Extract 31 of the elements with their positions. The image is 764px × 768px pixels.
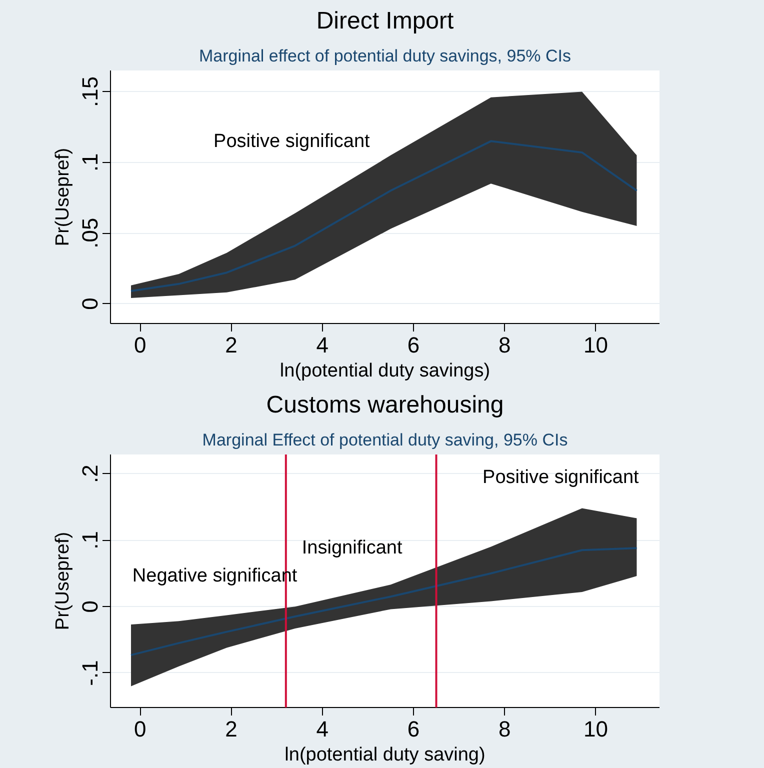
x-axis-title: ln(potential duty saving) bbox=[284, 744, 486, 766]
x-axis-title: ln(potential duty savings) bbox=[280, 360, 490, 382]
x-tick-label: 4 bbox=[316, 716, 328, 742]
y-tick-label: .1 bbox=[78, 530, 102, 550]
chart-subtitle: Marginal Effect of potential duty saving, 95% CIs bbox=[202, 430, 568, 450]
y-tick-label: 0 bbox=[78, 600, 102, 613]
y-tick-label: -.1 bbox=[78, 660, 102, 686]
x-tick-label: 10 bbox=[583, 716, 608, 742]
y-tick-label: 0 bbox=[78, 298, 102, 310]
x-tick-label: 8 bbox=[498, 332, 511, 358]
annotation: Positive significant bbox=[214, 130, 371, 152]
x-tick-label: 4 bbox=[316, 332, 328, 358]
y-tick-label: .1 bbox=[78, 153, 102, 172]
x-tick-label: 6 bbox=[407, 332, 420, 358]
y-tick-label: .2 bbox=[78, 464, 102, 483]
x-tick-label: 10 bbox=[583, 332, 608, 358]
annotation: Insignificant bbox=[302, 538, 403, 559]
chart-title: Customs warehousing bbox=[266, 392, 504, 418]
y-tick-label: .05 bbox=[78, 218, 102, 248]
y-tick-label: .15 bbox=[78, 76, 102, 107]
annotation: Positive significant bbox=[482, 466, 640, 488]
y-axis-title: Pr(Usepref) bbox=[52, 532, 74, 630]
x-tick-label: 0 bbox=[134, 332, 146, 358]
chart-title: Direct Import bbox=[316, 8, 454, 34]
x-tick-label: 2 bbox=[225, 332, 238, 358]
x-tick-label: 2 bbox=[225, 716, 238, 742]
chart-subtitle: Marginal effect of potential duty savings, 95% CIs bbox=[199, 46, 571, 66]
y-axis-title: Pr(Usepref) bbox=[52, 148, 74, 246]
x-tick-label: 6 bbox=[407, 716, 420, 742]
x-tick-label: 0 bbox=[134, 716, 146, 742]
x-tick-label: 8 bbox=[498, 716, 511, 742]
